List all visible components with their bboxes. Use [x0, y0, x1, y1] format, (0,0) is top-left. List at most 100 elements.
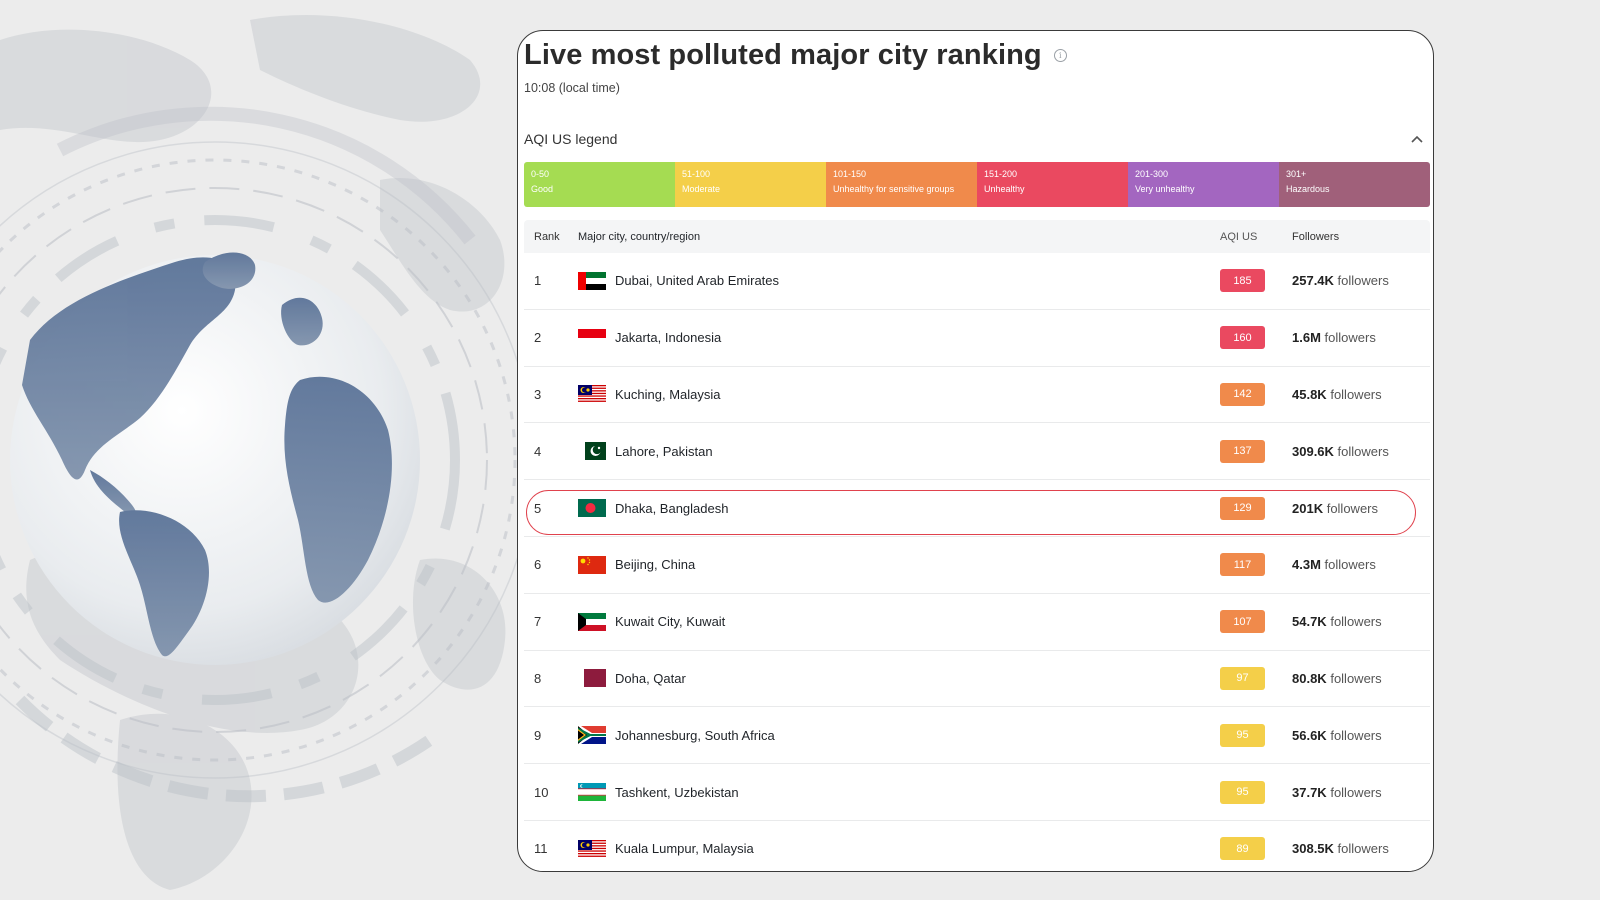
row-rank: 5 — [534, 500, 542, 516]
city-name[interactable]: Johannesburg, South Africa — [615, 727, 775, 743]
row-followers: 201K followers — [1292, 501, 1430, 516]
bangladesh-flag-icon — [578, 499, 606, 518]
legend-segment: 101-150 Unhealthy for sensitive groups — [826, 162, 977, 207]
row-followers: 257.4K followers — [1292, 273, 1430, 288]
legend-range: 51-100 — [682, 169, 711, 179]
local-time: 10:08 (local time) — [524, 81, 620, 95]
table-row[interactable]: 1 Dubai, United Arab Emirates 185 257.4K fo… — [524, 253, 1430, 310]
city-name[interactable]: Kuwait City, Kuwait — [615, 614, 726, 630]
followers-word: followers — [1324, 330, 1376, 346]
city-name[interactable]: Kuching, Malaysia — [615, 386, 721, 402]
row-aqi: 89 — [1220, 837, 1292, 861]
table-row[interactable]: 11 Kuala Lumpur, Malaysia 89 308.5K followe… — [524, 820, 1430, 871]
row-followers: 56.6K followers — [1292, 728, 1430, 743]
row-aqi: 185 — [1220, 269, 1292, 293]
info-icon[interactable]: i — [1053, 49, 1067, 62]
followers-word: followers — [1326, 500, 1378, 516]
aqi-badge: 97 — [1220, 666, 1265, 690]
row-city[interactable]: Kuala Lumpur, Malaysia — [578, 839, 1220, 858]
table-row[interactable]: 3 Kuching, Malaysia 142 45.8K followers — [524, 366, 1430, 424]
followers-count: 257.4K — [1292, 273, 1334, 289]
followers-count: 309.6K — [1292, 443, 1334, 459]
row-city[interactable]: Lahore, Pakistan — [578, 442, 1220, 461]
row-city[interactable]: Doha, Qatar — [578, 669, 1220, 688]
row-aqi: 95 — [1220, 780, 1292, 804]
table-row[interactable]: 7 Kuwait City, Kuwait 107 54.7K followers — [524, 593, 1430, 651]
aqi-badge: 89 — [1220, 837, 1265, 861]
followers-word: followers — [1330, 727, 1382, 743]
row-aqi: 160 — [1220, 326, 1292, 350]
qatar-flag-icon — [578, 669, 606, 688]
followers-count: 201K — [1292, 500, 1324, 516]
followers-count: 308.5K — [1292, 841, 1334, 857]
row-city[interactable]: Dubai, United Arab Emirates — [578, 271, 1220, 290]
row-followers: 309.6K followers — [1292, 444, 1430, 459]
city-name[interactable]: Dhaka, Bangladesh — [615, 500, 729, 516]
row-aqi: 117 — [1220, 553, 1292, 577]
row-city[interactable]: Beijing, China — [578, 555, 1220, 574]
followers-count: 37.7K — [1292, 784, 1327, 800]
row-aqi: 137 — [1220, 439, 1292, 463]
legend-range: 201-300 — [1135, 169, 1169, 179]
table-row[interactable]: 2 Jakarta, Indonesia 160 1.6M followers — [524, 309, 1430, 367]
city-name[interactable]: Dubai, United Arab Emirates — [615, 273, 780, 289]
row-city[interactable]: Kuching, Malaysia — [578, 385, 1220, 404]
row-followers: 308.5K followers — [1292, 841, 1430, 856]
chevron-up-icon[interactable] — [1409, 131, 1425, 147]
row-city[interactable]: Kuwait City, Kuwait — [578, 612, 1220, 631]
row-city[interactable]: Tashkent, Uzbekistan — [578, 783, 1220, 802]
legend-segment: 151-200 Unhealthy — [977, 162, 1128, 207]
indonesia-flag-icon — [578, 328, 606, 347]
followers-word: followers — [1330, 386, 1382, 402]
aqi-badge: 117 — [1220, 553, 1265, 577]
row-rank: 1 — [534, 273, 542, 289]
followers-count: 1.6M — [1292, 330, 1321, 346]
aqi-badge: 137 — [1220, 439, 1265, 463]
followers-word: followers — [1337, 841, 1389, 857]
table-row[interactable]: 6 Beijing, China 117 4.3M followers — [524, 536, 1430, 594]
title-row: Live most polluted major city ranking i — [524, 39, 1067, 72]
row-city[interactable]: Johannesburg, South Africa — [578, 726, 1220, 745]
followers-word: followers — [1330, 784, 1382, 800]
row-aqi: 97 — [1220, 666, 1292, 690]
table-row[interactable]: 4 Lahore, Pakistan 137 309.6K followers — [524, 423, 1430, 481]
row-rank: 10 — [534, 784, 549, 800]
city-name[interactable]: Beijing, China — [615, 557, 696, 573]
table-row[interactable]: 9 Johannesburg, South Africa 95 56.6K follo… — [524, 707, 1430, 765]
row-aqi: 142 — [1220, 382, 1292, 406]
city-name[interactable]: Tashkent, Uzbekistan — [615, 784, 739, 800]
legend-label: Unhealthy for sensitive groups — [833, 184, 955, 194]
page-title: Live most polluted major city ranking — [524, 39, 1042, 71]
row-followers: 4.3M followers — [1292, 557, 1430, 572]
legend-label: Hazardous — [1286, 184, 1330, 194]
aqi-badge: 129 — [1220, 496, 1265, 520]
followers-word: followers — [1330, 614, 1382, 630]
legend-header[interactable]: AQI US legend — [524, 131, 1425, 147]
row-rank: 2 — [534, 330, 542, 346]
aqi-badge: 160 — [1220, 326, 1265, 350]
row-rank: 11 — [534, 841, 548, 857]
legend-segment: 0-50 Good — [524, 162, 675, 207]
legend-range: 0-50 — [531, 169, 550, 179]
header-city: Major city, country/region — [578, 230, 701, 243]
followers-word: followers — [1337, 443, 1389, 459]
row-rank: 7 — [534, 614, 542, 630]
table-row[interactable]: 5 Dhaka, Bangladesh 129 201K followers — [524, 480, 1430, 537]
table-header: Rank Major city, country/region AQI US F… — [524, 220, 1430, 253]
row-rank: 9 — [534, 727, 542, 743]
followers-word: followers — [1330, 670, 1382, 686]
row-followers: 54.7K followers — [1292, 614, 1430, 629]
row-rank: 4 — [534, 443, 542, 459]
row-followers: 80.8K followers — [1292, 671, 1430, 686]
row-city[interactable]: Dhaka, Bangladesh — [578, 499, 1220, 518]
city-name[interactable]: Lahore, Pakistan — [615, 443, 713, 459]
table-row[interactable]: 10 Tashkent, Uzbekistan 95 37.7K followers — [524, 764, 1430, 821]
legend-label: Good — [531, 184, 554, 194]
city-name[interactable]: Jakarta, Indonesia — [615, 330, 722, 346]
table-row[interactable]: 8 Doha, Qatar 97 80.8K followers — [524, 650, 1430, 708]
city-name[interactable]: Doha, Qatar — [615, 670, 686, 686]
city-name[interactable]: Kuala Lumpur, Malaysia — [615, 841, 754, 857]
malaysia-flag-icon — [578, 385, 606, 404]
table-body: 1 Dubai, United Arab Emirates 185 257.4K fo… — [524, 253, 1430, 871]
row-city[interactable]: Jakarta, Indonesia — [578, 328, 1220, 347]
